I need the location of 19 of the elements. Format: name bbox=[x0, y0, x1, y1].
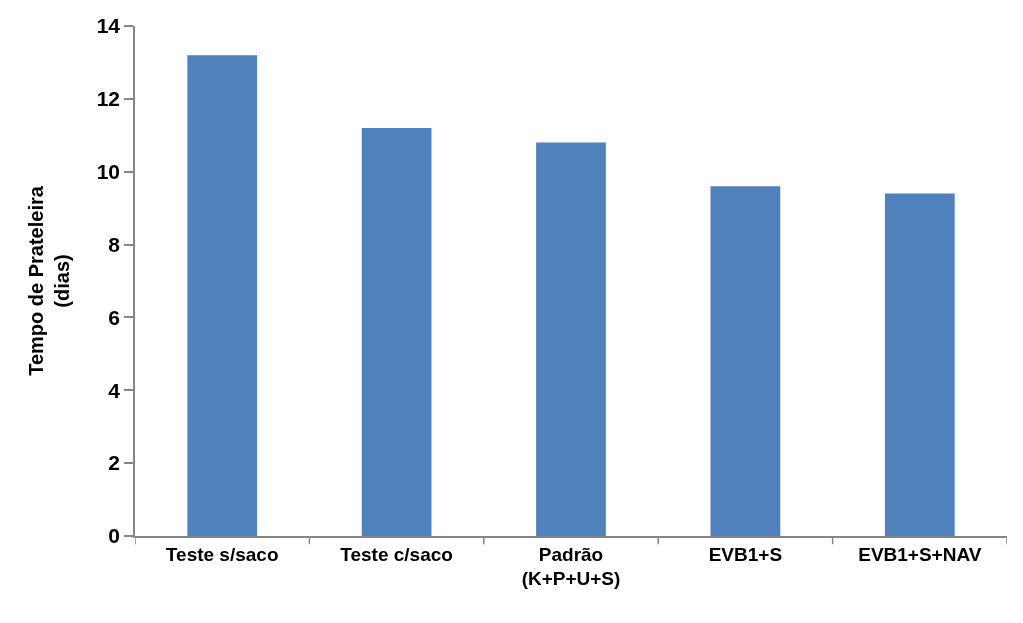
bar bbox=[536, 142, 606, 536]
x-tick-label: Padrão (K+P+U+S) bbox=[521, 543, 621, 590]
y-tick-label: 12 bbox=[96, 87, 121, 111]
x-tick-label: EVB1+S bbox=[708, 543, 783, 565]
bar bbox=[710, 186, 781, 536]
bar bbox=[884, 193, 955, 536]
y-tick-label: 6 bbox=[108, 305, 121, 329]
y-tick-label: 2 bbox=[108, 451, 121, 475]
y-tick-label: 10 bbox=[96, 160, 121, 184]
y-tick-label: 14 bbox=[96, 14, 121, 38]
y-tick-label: 8 bbox=[108, 232, 121, 256]
y-axis-title: Tempo de Prateleira (dias) bbox=[24, 185, 73, 376]
x-tick-label: EVB1+S+NAV bbox=[858, 543, 982, 565]
x-tick-label: Teste c/saco bbox=[340, 543, 453, 565]
x-tick-label: Teste s/saco bbox=[165, 543, 279, 565]
y-tick-label: 4 bbox=[108, 378, 121, 402]
bar bbox=[187, 55, 258, 536]
bar bbox=[361, 128, 432, 536]
y-tick-label: 0 bbox=[108, 524, 121, 548]
